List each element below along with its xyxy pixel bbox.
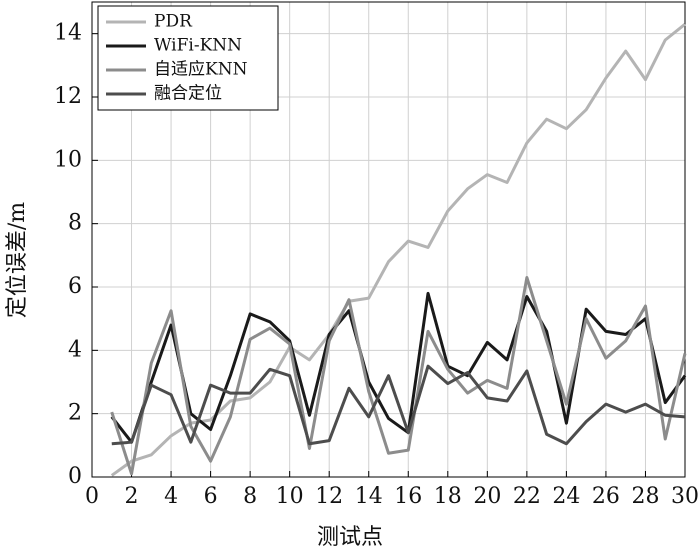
legend-label: PDR	[154, 12, 193, 32]
plot-frame	[91, 1, 686, 478]
line-series	[110, 291, 687, 444]
x-tick-label: 2	[125, 484, 139, 509]
x-tick-label: 22	[513, 484, 541, 509]
x-tick-label: 30	[671, 484, 699, 509]
x-tick-label: 0	[85, 484, 99, 509]
y-tick-label: 8	[68, 211, 82, 236]
x-axis-label: 测试点	[317, 525, 383, 550]
line-series	[110, 22, 686, 477]
line-series	[111, 364, 686, 446]
y-tick-label: 0	[68, 464, 82, 489]
y-tick-label: 14	[54, 21, 82, 46]
x-tick-label: 18	[434, 484, 462, 509]
x-tick-label: 10	[276, 484, 304, 509]
y-tick-label: 6	[68, 274, 82, 299]
x-tick-label: 20	[473, 484, 501, 509]
x-tick-label: 16	[394, 484, 422, 509]
x-tick-label: 8	[243, 484, 257, 509]
y-axis-label: 定位误差/m	[5, 202, 30, 318]
x-tick-label: 12	[315, 484, 343, 509]
y-tick-label: 2	[68, 401, 82, 426]
y-tick-label: 4	[68, 337, 82, 362]
x-tick-label: 4	[164, 484, 178, 509]
legend-label: 融合定位	[154, 84, 222, 104]
x-tick-label: 28	[631, 484, 659, 509]
y-tick-label: 12	[54, 84, 82, 109]
line-series	[110, 276, 687, 476]
legend-label: WiFi-KNN	[154, 36, 242, 56]
y-tick-label: 10	[54, 147, 82, 172]
legend-label: 自适应KNN	[154, 60, 248, 80]
x-tick-label: 24	[552, 484, 580, 509]
x-tick-label: 14	[355, 484, 383, 509]
x-tick-label: 6	[204, 484, 218, 509]
x-tick-label: 26	[592, 484, 620, 509]
